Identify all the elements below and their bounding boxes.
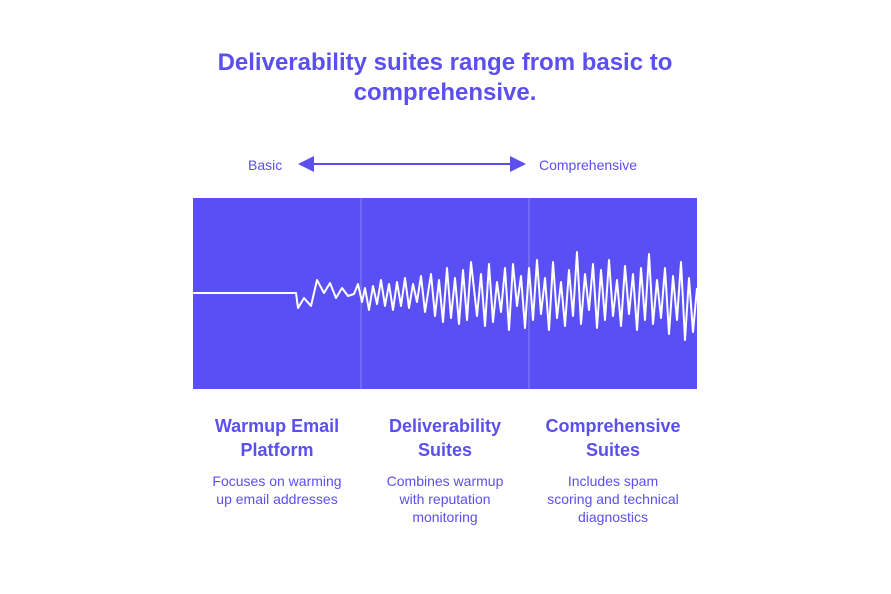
- column-description: Combines warmup with reputation monitori…: [386, 473, 504, 525]
- column: Deliverability Suites Combines warmup wi…: [361, 414, 529, 526]
- scale-start: Basic: [248, 157, 283, 173]
- column-title: Comprehensive Suites: [545, 416, 681, 460]
- column: Warmup Email Platform Focuses on warming…: [193, 414, 361, 508]
- column-title: Deliverability Suites: [388, 416, 502, 460]
- column-title: Warmup Email Platform: [214, 416, 340, 460]
- column-description: Focuses on warming up email addresses: [212, 473, 342, 507]
- column: Comprehensive Suites Includes spam scori…: [529, 414, 697, 526]
- waveform: [193, 251, 698, 341]
- title: Deliverability suites range from basic t…: [217, 49, 673, 106]
- column-description: Includes spam scoring and technical diag…: [547, 473, 679, 525]
- scale-end: Comprehensive: [539, 157, 638, 173]
